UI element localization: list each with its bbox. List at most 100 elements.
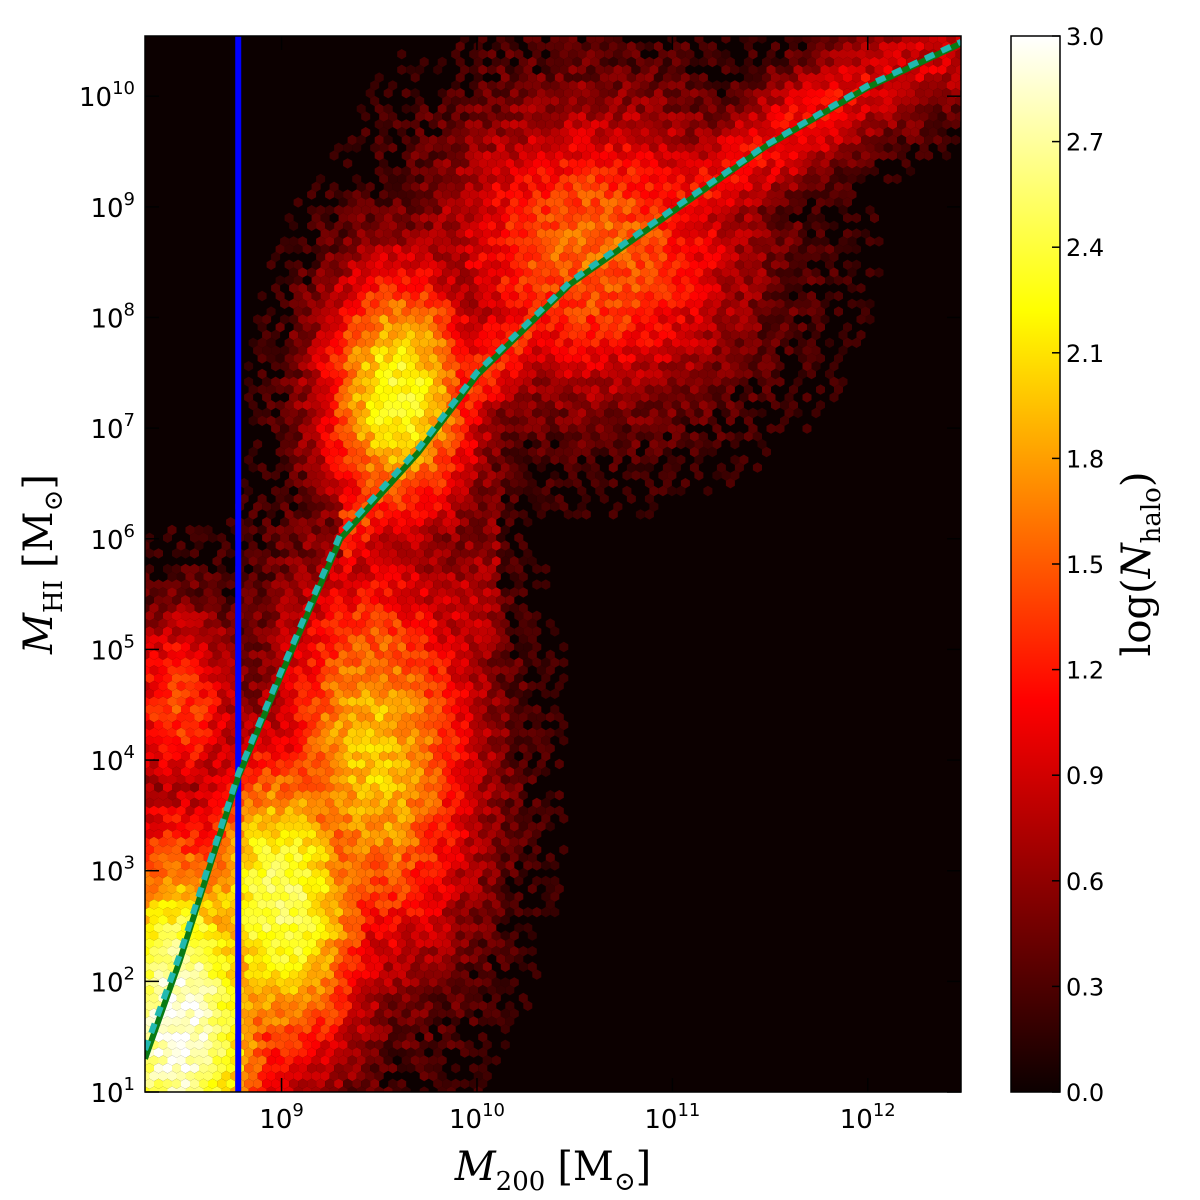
hexbin-cell — [775, 236, 785, 247]
hexbin-cell — [433, 158, 443, 169]
hexbin-cell — [789, 72, 798, 83]
hexbin-cell — [550, 49, 560, 60]
hexbin-cell — [698, 197, 708, 208]
hexbin-cell — [640, 64, 650, 75]
hexbin-cell — [942, 119, 952, 130]
hexbin-cell — [518, 103, 528, 114]
hexbin-cell — [428, 150, 438, 161]
hexbin-cell — [653, 197, 663, 208]
hexbin-cell — [410, 103, 420, 114]
hexbin-cell — [473, 166, 483, 177]
hexbin-cell — [532, 173, 542, 185]
hexbin-cell — [545, 166, 555, 177]
hexbin-cell — [748, 236, 758, 247]
hexbin-cell — [888, 134, 898, 146]
hexbin-cell — [626, 150, 636, 161]
hexbin-cell — [644, 181, 654, 192]
hexbin-cell — [392, 197, 402, 208]
hexbin-cell — [752, 212, 762, 224]
hexbin-cell — [843, 56, 852, 68]
hexbin-cell — [919, 64, 929, 75]
hexbin-cell — [716, 103, 726, 114]
hexbin-cell — [613, 189, 623, 200]
hexbin-cell — [532, 189, 542, 200]
hexbin-cell — [653, 103, 663, 114]
hexbin-cell — [937, 36, 947, 44]
hexbin-cell — [771, 103, 780, 114]
hexbin-cell — [442, 142, 452, 153]
hexbin-cell — [793, 220, 803, 231]
hexbin-cell — [937, 127, 947, 138]
hexbin-cell — [410, 119, 420, 130]
hexbin-cell — [631, 189, 641, 200]
hexbin-cell — [892, 95, 902, 107]
hexbin-cell — [658, 64, 668, 75]
hexbin-cell — [825, 134, 834, 146]
hexbin-cell — [829, 220, 839, 231]
hexbin-cell — [689, 212, 699, 224]
hexbin-cell — [563, 228, 573, 239]
hexbin-cell — [136, 767, 145, 777]
hexbin-cell — [730, 142, 740, 153]
hexbin-cell — [406, 189, 416, 200]
hexbin-cell — [838, 189, 848, 200]
hexbin-cell — [456, 26, 465, 36]
hexbin-cell — [734, 119, 744, 130]
hexbin-cell — [743, 103, 753, 114]
hexbin-cell — [811, 205, 821, 216]
hexbin-cell — [730, 205, 740, 216]
hexbin-cell — [568, 49, 578, 60]
hexbin-cell — [478, 236, 488, 247]
hexbin-cell — [500, 150, 510, 161]
hexbin-cell — [762, 103, 771, 114]
hexbin-cell — [590, 72, 600, 83]
hexbin-cell — [622, 80, 632, 91]
hexbin-cell — [739, 95, 749, 107]
hexbin-cell — [338, 197, 348, 208]
hexbin-cell — [536, 119, 546, 130]
hexbin-cell — [743, 72, 753, 83]
hexbin-cell — [667, 220, 677, 231]
hexbin-cell — [640, 158, 650, 169]
hexbin-cell — [379, 205, 389, 216]
hexbin-cell — [834, 56, 843, 68]
hexbin-cell — [662, 181, 672, 192]
hexbin-cell — [622, 158, 632, 169]
hexbin-cell — [834, 197, 843, 208]
hexbin-cell — [825, 72, 834, 83]
hexbin-cell — [428, 228, 438, 239]
hexbin-cell — [577, 111, 587, 122]
hexbin-cell — [658, 158, 668, 169]
hexbin-cell — [667, 158, 677, 169]
hexbin-cell — [356, 228, 366, 239]
hexbin-cell — [789, 228, 798, 239]
hexbin-cell — [532, 49, 542, 60]
hexbin-cell — [671, 119, 681, 130]
hexbin-cell — [671, 166, 681, 177]
hexbin-cell — [572, 119, 582, 130]
hexbin-cell — [694, 220, 704, 231]
hexbin-cell — [946, 80, 956, 91]
hexbin-cell — [635, 72, 645, 83]
hexbin-cell — [514, 142, 524, 153]
hexbin-cell — [703, 49, 713, 60]
hexbin-cell — [712, 205, 722, 216]
hexbin-cell — [505, 64, 515, 75]
hexbin-cell — [455, 134, 465, 146]
hexbin-cell — [374, 166, 384, 177]
hexbin-cell — [361, 111, 371, 122]
hexbin-cell — [572, 181, 582, 192]
hexbin-cell — [635, 181, 645, 192]
hexbin-cell — [856, 127, 866, 138]
hexbin-cell — [136, 579, 145, 589]
hexbin-cell — [734, 212, 744, 224]
hexbin-cell — [514, 64, 524, 75]
hexbin-cell — [653, 134, 663, 146]
hexbin-cell — [712, 236, 722, 247]
hexbin-cell — [590, 103, 600, 114]
hexbin-cell — [892, 80, 902, 91]
hexbin-cell — [739, 80, 749, 91]
hexbin-cell — [505, 205, 515, 216]
hexbin-cell — [662, 88, 672, 99]
hexbin-cell — [703, 142, 713, 153]
